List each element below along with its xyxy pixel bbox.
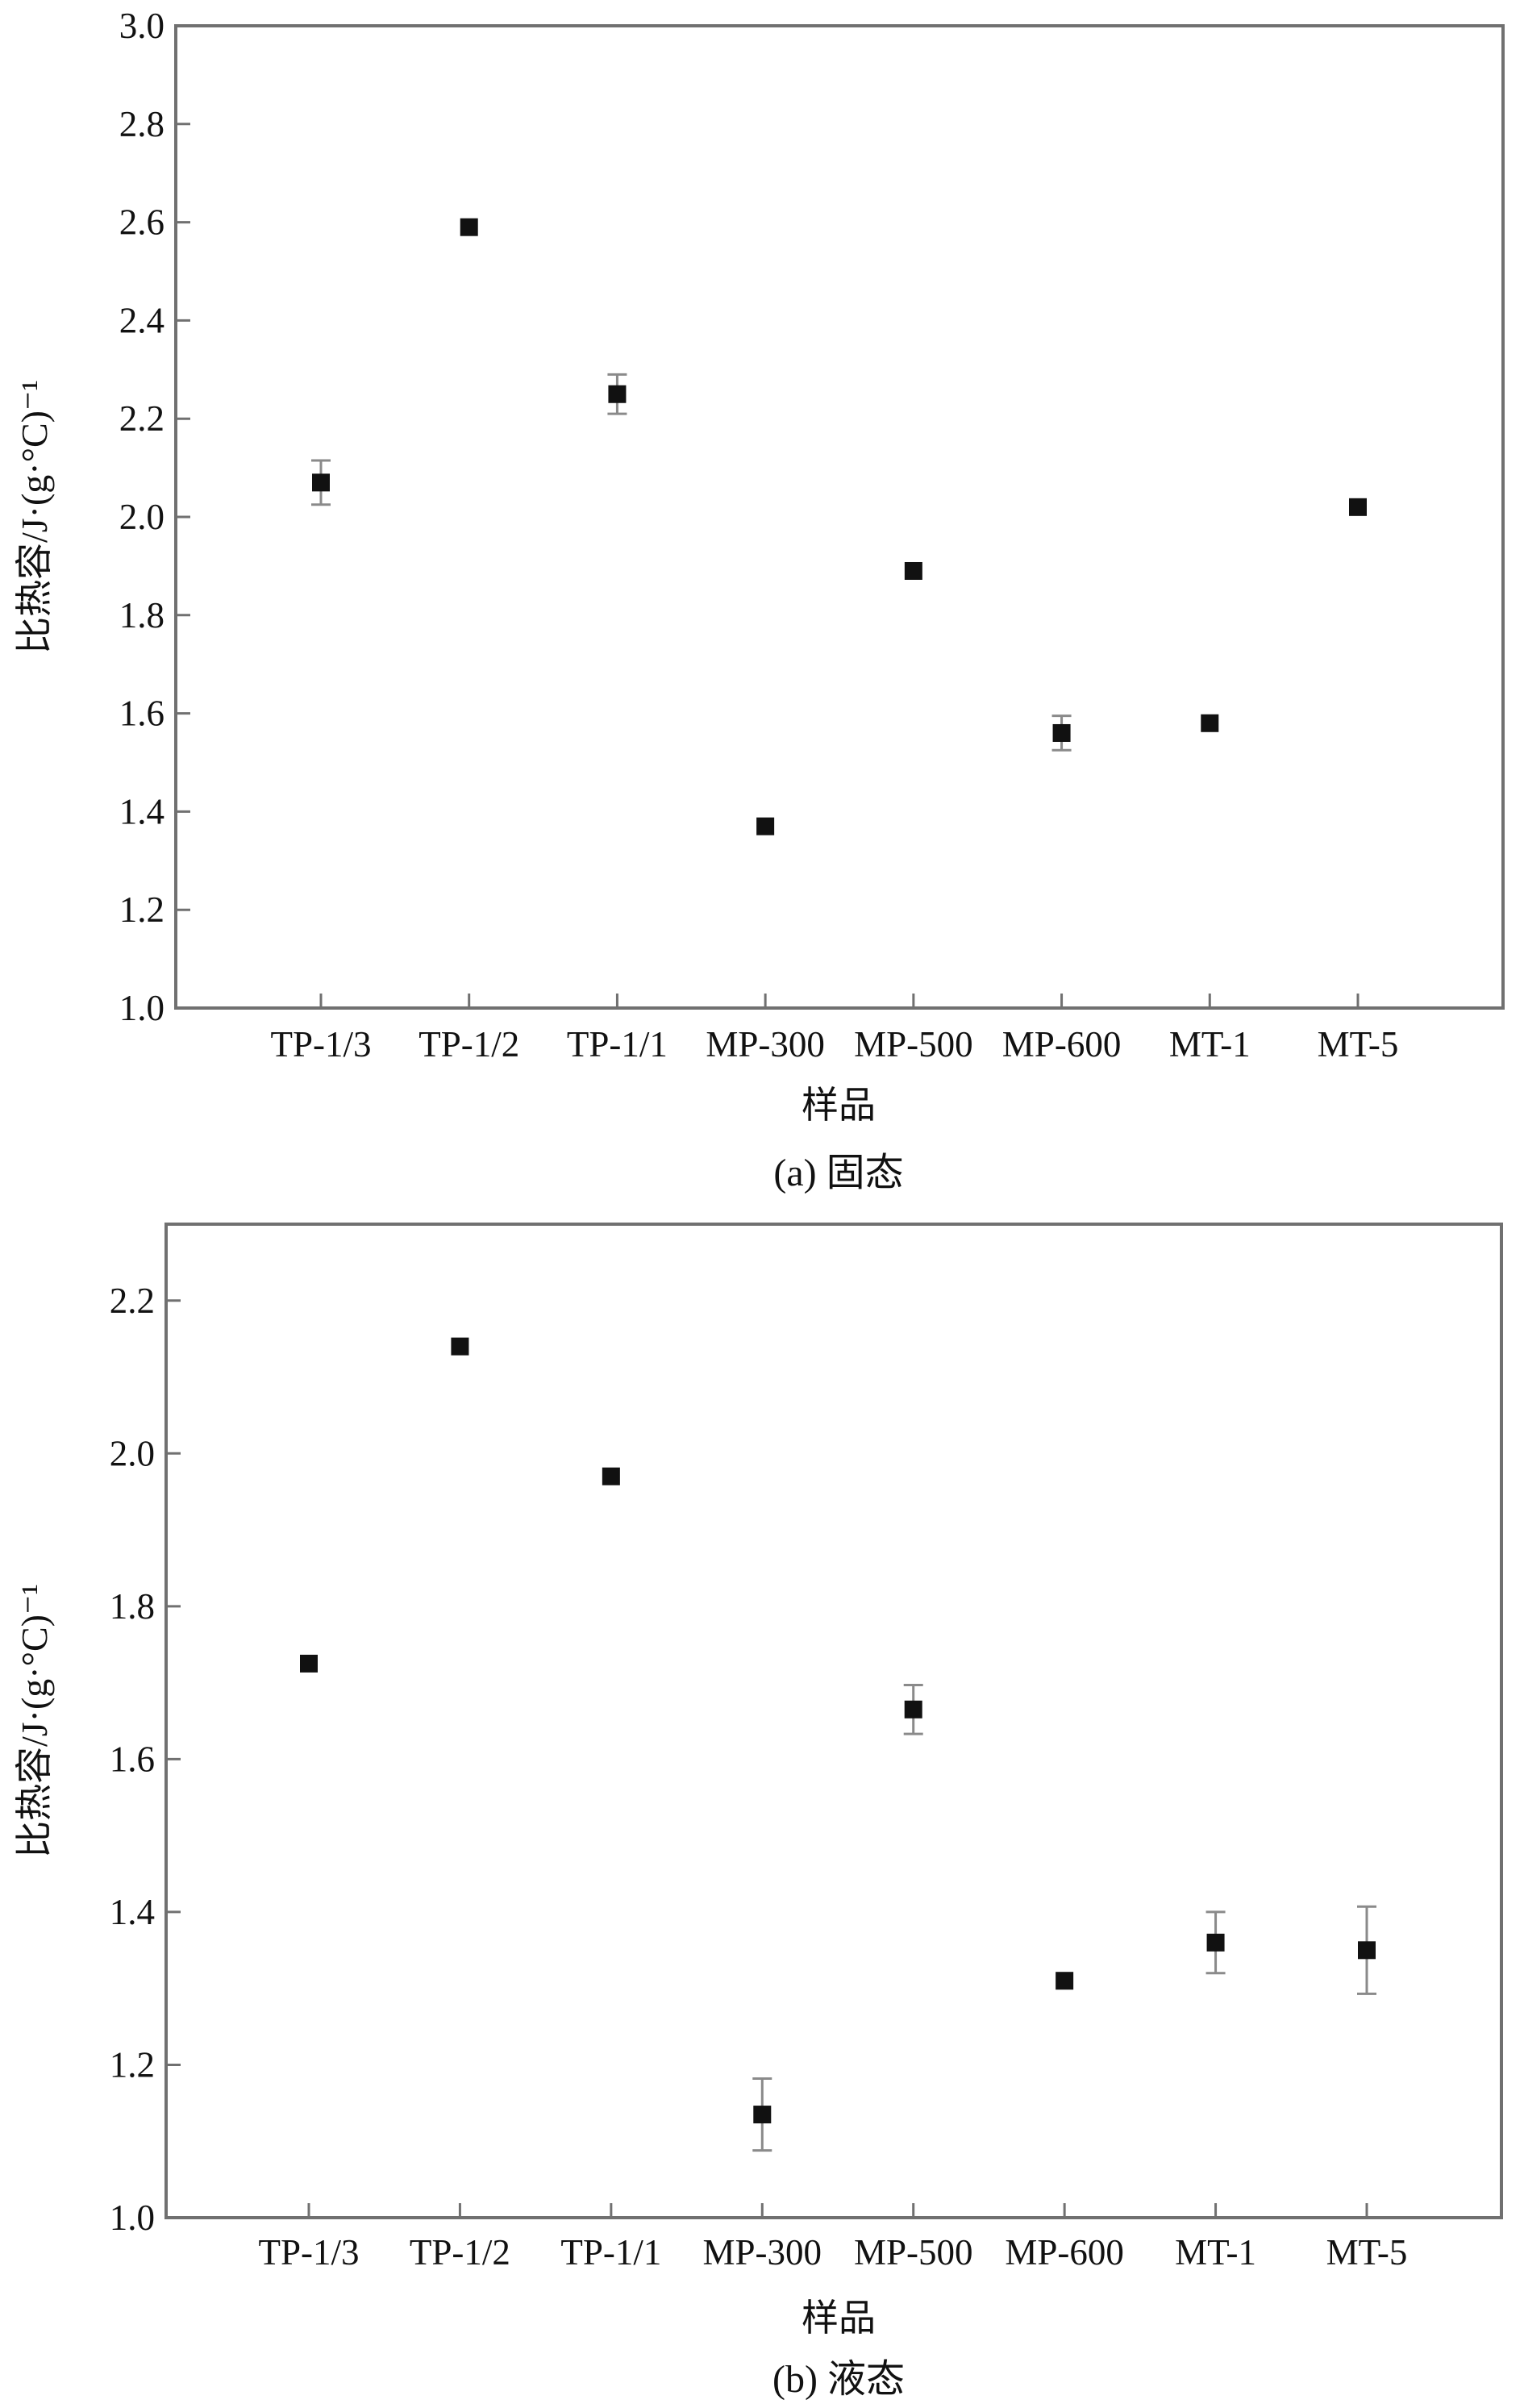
y-tick-labels: 1.0 1.2 1.4 1.6 1.8 2.0 2.2 2.4 2.6 2.8 3.0 bbox=[119, 6, 164, 1028]
x-tick-label: TP-1/2 bbox=[418, 1024, 519, 1064]
y-tick-label: 1.0 bbox=[110, 2198, 155, 2238]
data-point bbox=[300, 1654, 318, 1673]
x-tick-label: MT-5 bbox=[1326, 2232, 1408, 2273]
y-tick-label: 1.0 bbox=[119, 988, 164, 1028]
y-tick-label: 1.2 bbox=[110, 2044, 155, 2085]
x-ticks bbox=[307, 2203, 1368, 2218]
x-tick-label: TP-1/1 bbox=[567, 1024, 668, 1064]
data-points bbox=[312, 218, 1367, 835]
y-tick-label: 1.4 bbox=[119, 791, 164, 831]
y-tick-label: 2.2 bbox=[119, 398, 164, 439]
x-axis-label: 样品 bbox=[802, 2298, 876, 2339]
y-tick-label: 2.0 bbox=[110, 1433, 155, 1473]
data-points bbox=[300, 1337, 1376, 2124]
y-tick-label: 1.8 bbox=[119, 595, 164, 635]
y-ticks bbox=[176, 24, 190, 1010]
data-point bbox=[460, 218, 478, 236]
panel-caption: (b) 液态 bbox=[772, 2358, 905, 2401]
x-tick-label: MP-600 bbox=[1005, 2232, 1124, 2273]
y-tick-label: 2.0 bbox=[119, 497, 164, 537]
x-ticks bbox=[319, 994, 1360, 1008]
chart-panel-solid: 1.0 1.2 1.4 1.6 1.8 2.0 2.2 2.4 2.6 2.8 3.0 TP-1/3… bbox=[14, 6, 1505, 1194]
y-tick-label: 2.6 bbox=[119, 202, 164, 243]
x-tick-labels: TP-1/3 TP-1/2 TP-1/1 MP-300 MP-500 MP-600 MT-1… bbox=[258, 2232, 1407, 2273]
data-point bbox=[904, 561, 922, 580]
y-tick-label: 1.6 bbox=[119, 694, 164, 734]
y-tick-label: 2.4 bbox=[119, 300, 164, 340]
x-tick-label: TP-1/1 bbox=[560, 2232, 661, 2273]
y-ticks bbox=[166, 1299, 181, 2219]
x-axis-label: 样品 bbox=[802, 1085, 876, 1126]
panel-caption: (a) 固态 bbox=[773, 1152, 903, 1194]
y-tick-labels: 1.0 1.2 1.4 1.6 1.8 2.0 2.2 bbox=[110, 1281, 155, 2238]
y-tick-label: 2.2 bbox=[110, 1281, 155, 1321]
plot-frame bbox=[164, 1223, 1503, 2219]
data-point bbox=[904, 1700, 922, 1719]
data-point bbox=[608, 385, 627, 403]
x-tick-label: MT-1 bbox=[1169, 1024, 1251, 1064]
x-tick-labels: TP-1/3 TP-1/2 TP-1/1 MP-300 MP-500 MP-600 MT-1… bbox=[270, 1024, 1398, 1064]
data-point bbox=[1052, 723, 1071, 742]
data-point bbox=[1358, 1941, 1376, 1960]
x-tick-label: MP-500 bbox=[854, 1024, 973, 1064]
y-tick-label: 1.4 bbox=[110, 1892, 155, 1932]
x-tick-label: MP-300 bbox=[706, 1024, 825, 1064]
data-point bbox=[602, 1467, 620, 1485]
data-point bbox=[1201, 714, 1219, 732]
plot-frame bbox=[174, 24, 1505, 1010]
x-tick-label: MP-300 bbox=[703, 2232, 822, 2273]
x-tick-label: MT-5 bbox=[1318, 1024, 1399, 1064]
error-bars bbox=[311, 373, 1072, 752]
error-bars bbox=[752, 1683, 1376, 2152]
x-tick-label: MP-600 bbox=[1002, 1024, 1122, 1064]
x-tick-label: MT-1 bbox=[1175, 2232, 1256, 2273]
data-point bbox=[1056, 1972, 1074, 1990]
data-point bbox=[756, 817, 775, 835]
data-point bbox=[1349, 498, 1367, 516]
y-tick-label: 3.0 bbox=[119, 6, 164, 46]
y-tick-label: 1.8 bbox=[110, 1586, 155, 1627]
y-tick-label: 1.2 bbox=[119, 889, 164, 930]
data-point bbox=[312, 473, 330, 492]
y-axis-label: 比热容/J·(g·°C)⁻¹ bbox=[14, 380, 55, 654]
data-point bbox=[1206, 1933, 1225, 1952]
x-tick-label: MP-500 bbox=[854, 2232, 973, 2273]
chart-panel-liquid: 1.0 1.2 1.4 1.6 1.8 2.0 2.2 TP-1/3 TP-1/2 TP-1/1… bbox=[14, 1223, 1503, 2401]
y-axis-label: 比热容/J·(g·°C)⁻¹ bbox=[14, 1584, 55, 1858]
data-point bbox=[753, 2106, 772, 2124]
x-tick-label: TP-1/2 bbox=[410, 2232, 510, 2273]
x-tick-label: TP-1/3 bbox=[270, 1024, 371, 1064]
data-point bbox=[451, 1337, 469, 1356]
y-tick-label: 2.8 bbox=[119, 104, 164, 144]
y-tick-label: 1.6 bbox=[110, 1739, 155, 1779]
x-tick-label: TP-1/3 bbox=[258, 2232, 359, 2273]
